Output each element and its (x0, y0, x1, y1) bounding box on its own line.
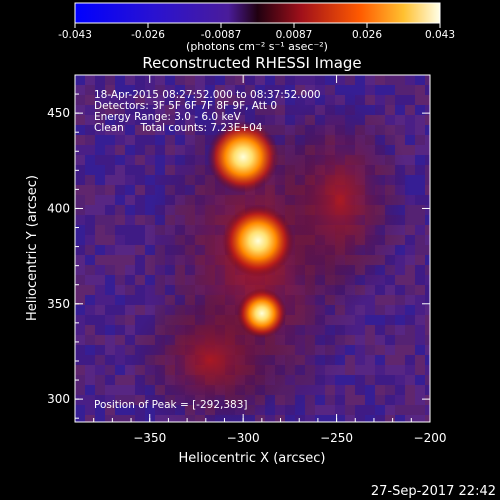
y-axis-label: Heliocentric Y (arcsec) (25, 175, 40, 321)
colorbar (74, 2, 441, 24)
x-tick-label: −300 (227, 431, 260, 445)
colorbar-unit-label: (photons cm⁻² s⁻¹ asec⁻²) (186, 40, 328, 53)
emission-source (222, 204, 295, 277)
colorbar-tick-label: 0.0087 (276, 29, 313, 41)
info-line-energy: Energy Range: 3.0 - 6.0 keV (94, 111, 242, 123)
info-line-counts: Clean Total counts: 7.23E+04 (94, 122, 263, 134)
colorbar-tick-label: -0.026 (131, 29, 165, 41)
plot-frame (74, 74, 431, 423)
x-axis-label: Heliocentric X (arcsec) (179, 451, 326, 466)
emission-source (236, 288, 287, 339)
x-tick-label: −200 (414, 431, 447, 445)
chart-title: Reconstructed RHESSI Image (142, 54, 361, 72)
y-tick-label: 450 (47, 106, 70, 120)
x-tick-label: −350 (133, 431, 166, 445)
y-tick-label: 400 (47, 201, 70, 215)
y-tick-label: 350 (47, 297, 70, 311)
info-line-detectors: Detectors: 3F 5F 6F 7F 8F 9F, Att 0 (94, 100, 277, 112)
colorbar-ticks: -0.043 -0.026 -0.0087 0.0087 0.026 0.043 (58, 23, 455, 41)
colorbar-tick-label: -0.043 (58, 29, 92, 41)
x-tick-label: −250 (320, 431, 353, 445)
x-axis: −350 −300 −250 −200 (74, 75, 447, 445)
colorbar-tick-label: 0.043 (425, 29, 455, 41)
colorbar-tick-label: 0.026 (352, 29, 382, 41)
peak-position-label: Position of Peak = [-292,383] (94, 399, 248, 411)
emission-source (207, 120, 280, 193)
colorbar-tick-label: -0.0087 (201, 29, 242, 41)
footer-timestamp: 27-Sep-2017 22:42 (371, 484, 496, 499)
y-tick-label: 300 (47, 392, 70, 406)
y-axis: 300 350 400 450 (47, 74, 430, 419)
heatmap-image (75, 75, 430, 422)
info-line-time: 18-Apr-2015 08:27:52.000 to 08:37:52.000 (94, 89, 321, 101)
